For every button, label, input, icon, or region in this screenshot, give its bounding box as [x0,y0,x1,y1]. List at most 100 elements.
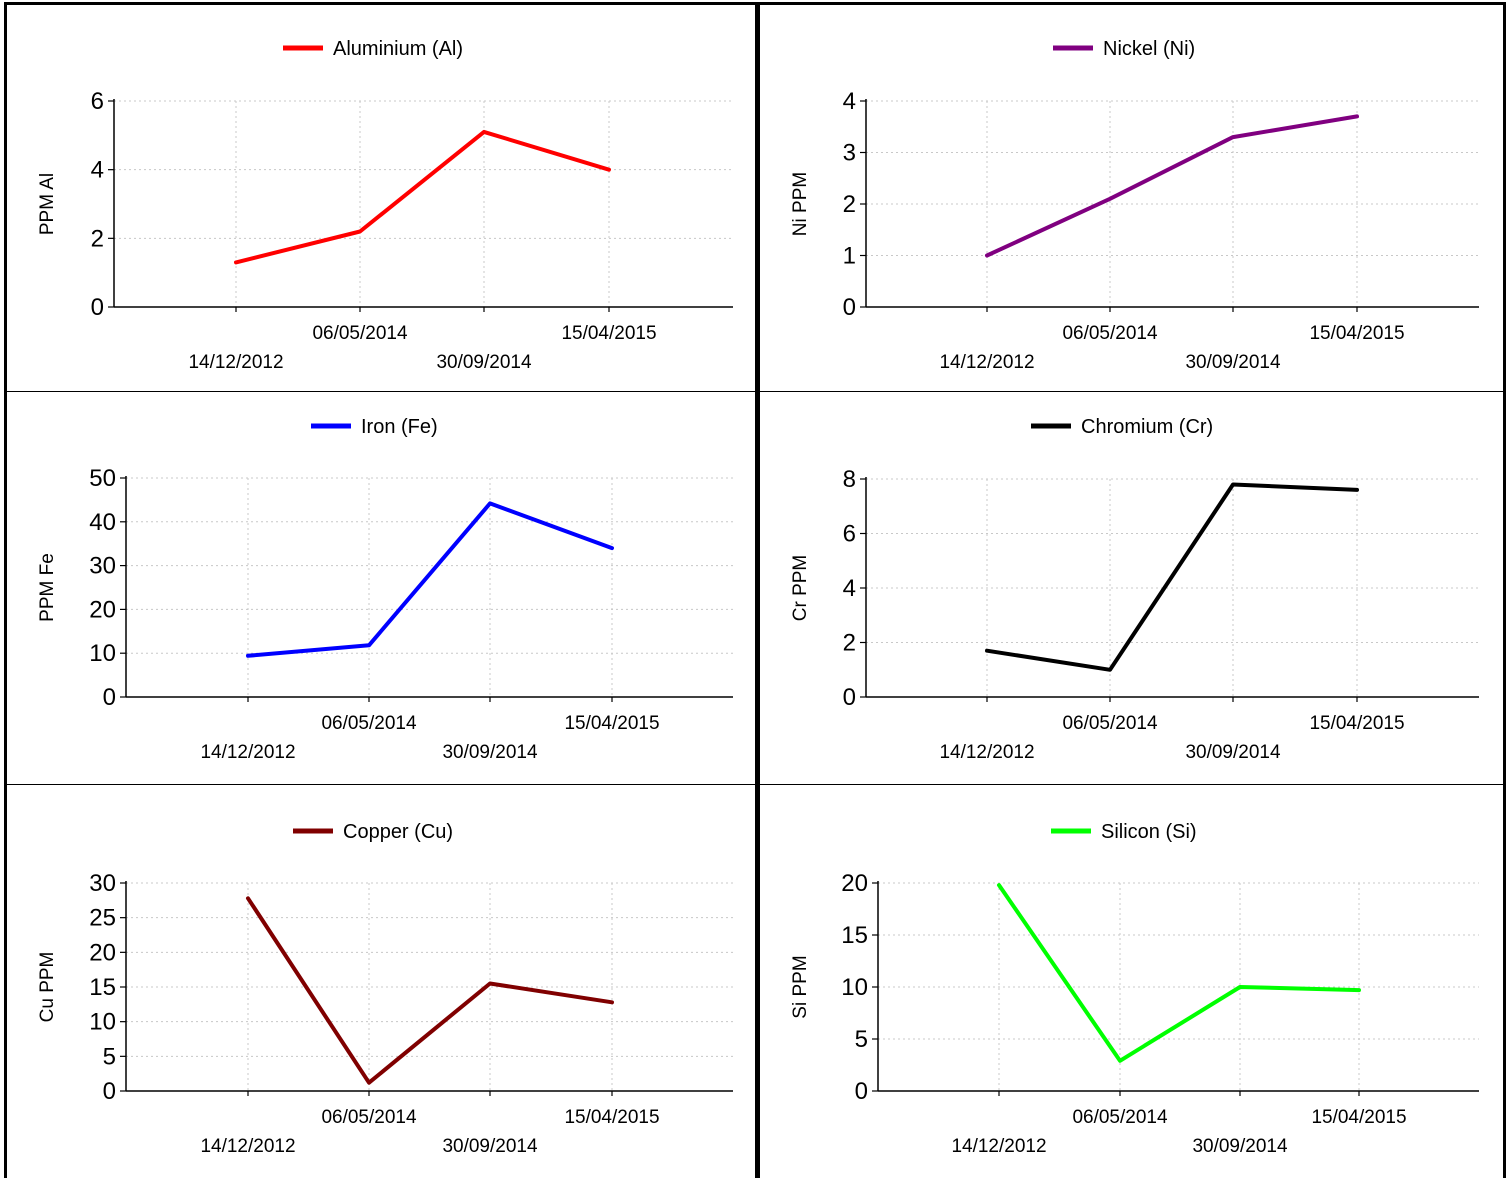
data-point [1357,988,1361,992]
series-line [997,883,1361,1063]
x-tick-label: 15/04/2015 [1311,1107,1406,1128]
y-tick-label: 8 [843,466,856,493]
data-point [610,546,614,550]
y-axis-label: Cu PPM [37,952,58,1023]
y-tick-label: 0 [855,1078,868,1105]
chart-copper: 0 5 10 15 20 25 30 14/12/2012 06/05/2014 30/09/20… [37,821,733,1157]
chart-chromium: 0 2 4 6 8 14/12/2012 06/05/2014 30/09/2014 15/04… [790,416,1479,763]
x-tick-label: 14/12/2012 [188,352,283,373]
y-tick-label: 5 [855,1026,868,1053]
x-tick-label: 14/12/2012 [939,742,1034,763]
x-tick-label: 06/05/2014 [1062,323,1158,344]
series-line [246,896,614,1085]
y-tick-label: 20 [89,939,116,966]
x-tick-label: 14/12/2012 [939,352,1034,373]
x-tick-label: 15/04/2015 [561,323,656,344]
legend-label: Nickel (Ni) [1103,38,1195,60]
x-tick-label: 06/05/2014 [321,713,417,734]
data-point [358,230,362,233]
data-point [997,883,1001,887]
data-point [488,982,492,985]
y-tick-label: 2 [91,225,104,252]
y-tick-label: 2 [843,191,856,218]
chart-nickel: 0 1 2 3 4 14/12/2012 06/05/2014 30/09/2014 15/04… [790,38,1479,373]
x-tick-label: 15/04/2015 [564,713,659,734]
y-axis-label: Ni PPM [790,172,811,236]
chart-panel-silicon: 0 5 10 15 20 14/12/2012 06/05/2014 30/09/2014 15… [758,785,1506,1178]
x-tick-label: 30/09/2014 [1185,352,1281,373]
y-axis-label: PPM Al [37,173,58,235]
data-point [1238,985,1242,989]
chart-aluminium: 0 2 4 6 14/12/2012 06/05/2014 30/09/2014 15/04/… [37,38,733,373]
y-tick-label: 0 [103,1078,116,1105]
y-tick-label: 20 [841,870,868,897]
y-tick-label: 10 [89,1009,116,1036]
chart-panel-iron: 0 10 20 30 40 50 14/12/2012 06/05/2014 30/09/201… [4,392,758,787]
x-tick-label: 30/09/2014 [442,1136,538,1157]
y-tick-label: 6 [91,88,104,115]
data-point [246,654,250,658]
y-tick-label: 0 [843,684,856,711]
data-point [985,254,989,257]
data-point [1355,488,1359,492]
data-point [985,649,989,653]
x-tick-label: 06/05/2014 [321,1107,417,1128]
y-tick-label: 4 [843,88,856,115]
y-tick-label: 20 [89,596,116,623]
chart-panel-chromium: 0 2 4 6 8 14/12/2012 06/05/2014 30/09/2014 15/04… [758,392,1506,787]
series-line [985,114,1359,258]
x-tick-label: 06/05/2014 [1062,713,1158,734]
x-tick-label: 30/09/2014 [1192,1136,1288,1157]
y-tick-label: 15 [89,974,116,1001]
y-tick-label: 1 [843,243,856,270]
legend-label: Chromium (Cr) [1081,416,1213,438]
data-point [1108,197,1112,201]
data-point [607,168,611,172]
x-tick-label: 15/04/2015 [564,1107,659,1128]
y-tick-label: 0 [843,294,856,321]
data-point [367,1081,371,1085]
series-line [985,482,1359,672]
series-line [234,129,611,265]
y-tick-label: 4 [91,157,104,184]
series-line [246,501,614,658]
legend-label: Aluminium (Al) [333,38,463,60]
data-point [1108,668,1112,672]
x-tick-label: 15/04/2015 [1309,323,1404,344]
data-point [610,1000,614,1004]
chart-panel-aluminium: 0 2 4 6 14/12/2012 06/05/2014 30/09/2014 15/04/… [4,2,758,394]
x-tick-label: 30/09/2014 [1185,742,1281,763]
data-point [1231,483,1235,486]
x-tick-label: 15/04/2015 [1309,713,1404,734]
x-tick-label: 14/12/2012 [951,1136,1046,1157]
y-tick-label: 15 [841,922,868,949]
data-point [1118,1059,1122,1063]
x-tick-label: 06/05/2014 [1072,1107,1168,1128]
x-tick-label: 30/09/2014 [442,742,538,763]
y-tick-label: 2 [843,630,856,657]
data-point [488,501,492,505]
y-tick-label: 30 [89,553,116,580]
data-point [482,130,486,134]
y-tick-label: 30 [89,870,116,897]
chart-iron: 0 10 20 30 40 50 14/12/2012 06/05/2014 30/09/201… [37,416,733,763]
y-tick-label: 40 [89,509,116,536]
chart-panel-nickel: 0 1 2 3 4 14/12/2012 06/05/2014 30/09/2014 15/04… [758,2,1506,394]
y-axis-label: PPM Fe [37,553,58,622]
y-tick-label: 25 [89,905,116,932]
y-tick-label: 10 [841,974,868,1001]
legend-label: Copper (Cu) [343,821,453,843]
legend-label: Iron (Fe) [361,416,438,438]
data-point [367,643,371,647]
y-tick-label: 0 [103,684,116,711]
y-tick-label: 3 [843,140,856,167]
chart-silicon: 0 5 10 15 20 14/12/2012 06/05/2014 30/09/2014 15… [790,821,1479,1157]
data-point [1355,114,1359,118]
legend-label: Silicon (Si) [1101,821,1197,843]
x-tick-label: 14/12/2012 [200,742,295,763]
x-tick-label: 14/12/2012 [200,1136,295,1157]
y-tick-label: 5 [103,1043,116,1070]
y-tick-label: 4 [843,575,856,602]
x-tick-label: 30/09/2014 [436,352,532,373]
y-axis-label: Si PPM [790,955,811,1018]
